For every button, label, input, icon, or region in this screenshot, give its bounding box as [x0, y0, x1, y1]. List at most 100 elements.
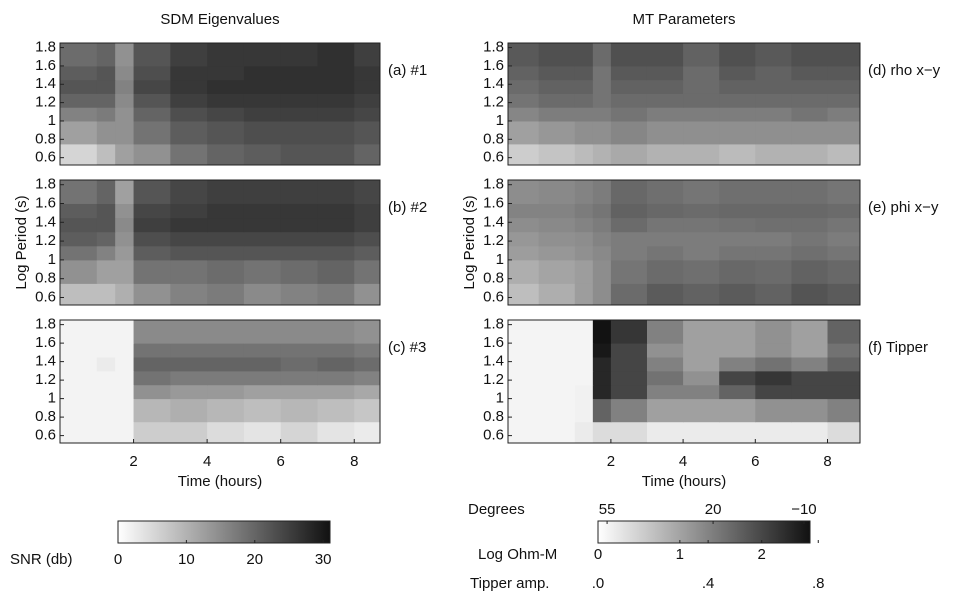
heat-cell — [646, 370, 684, 386]
heat-cell — [96, 43, 116, 67]
heat-cell — [574, 398, 594, 423]
colorbar-tick-label: 0 — [594, 546, 602, 563]
colorbar-tick-label: .8 — [812, 575, 825, 592]
heat-cell — [755, 398, 792, 423]
heat-cell — [755, 259, 792, 284]
heat-cell — [755, 203, 792, 219]
heat-cell — [60, 370, 98, 386]
heat-cell — [280, 217, 318, 233]
y-tick-label: 1.2 — [35, 232, 56, 249]
heat-cell — [280, 231, 318, 247]
heat-cell — [574, 421, 594, 444]
heat-cell — [243, 370, 282, 386]
heat-cell — [610, 320, 648, 344]
heat-cell — [96, 107, 116, 122]
heat-cell — [508, 231, 540, 247]
panel-frame — [507, 319, 861, 444]
heat-cell — [508, 143, 540, 166]
heat-cell — [592, 107, 612, 122]
heat-cell — [354, 245, 381, 261]
heat-cell — [508, 245, 540, 261]
heat-cell — [592, 79, 612, 94]
heat-cell — [170, 398, 208, 423]
heat-cell — [115, 79, 135, 94]
heat-cell — [115, 143, 135, 166]
heat-cell — [243, 343, 282, 358]
heat-cell — [133, 180, 171, 204]
heat-cell — [354, 343, 381, 358]
heat-cell — [610, 43, 648, 67]
heat-cell — [354, 320, 381, 344]
heat-cell — [827, 43, 861, 67]
heat-cell — [317, 120, 355, 145]
heat-cell — [60, 245, 98, 261]
heat-cell — [115, 384, 135, 400]
heat-cell — [207, 343, 245, 358]
heat-cell — [60, 180, 98, 204]
heat-cell — [280, 107, 318, 122]
heat-cell — [354, 79, 381, 94]
heat-cell — [719, 259, 756, 284]
heat-cell — [115, 421, 135, 444]
heat-cell — [827, 143, 861, 166]
heat-cell — [646, 283, 684, 306]
heat-cell — [610, 65, 648, 81]
heat-cell — [96, 231, 116, 247]
panel-title: SDM Eigenvalues — [160, 11, 279, 28]
y-tick-label: 1 — [48, 251, 56, 268]
heat-cell — [538, 217, 576, 233]
heat-cell — [508, 398, 540, 423]
heat-cell — [280, 180, 318, 204]
x-axis-label: Time (hours) — [178, 473, 262, 490]
heat-cell — [574, 143, 594, 166]
heat-cell — [683, 43, 720, 67]
colorbar-tick-label: 0 — [114, 551, 122, 568]
x-tick-label: 2 — [129, 453, 137, 470]
heat-cell — [538, 259, 576, 284]
heat-cell — [827, 231, 861, 247]
heat-cell — [719, 79, 756, 94]
colorbar-tick-label: .4 — [702, 575, 715, 592]
heat-cell — [508, 370, 540, 386]
heat-cell — [115, 203, 135, 219]
heat-cell — [755, 356, 792, 372]
heat-cell — [574, 320, 594, 344]
heat-cell — [592, 143, 612, 166]
heat-cell — [508, 203, 540, 219]
y-tick-label: 1 — [496, 112, 504, 129]
heat-cell — [538, 398, 576, 423]
heat-cell — [791, 343, 829, 358]
heat-cell — [538, 93, 576, 108]
heat-cell — [243, 79, 282, 94]
heat-cell — [574, 356, 594, 372]
heat-cell — [610, 370, 648, 386]
heat-cell — [592, 65, 612, 81]
heat-cell — [791, 65, 829, 81]
heat-cell — [170, 245, 208, 261]
heat-cell — [610, 343, 648, 358]
heat-cell — [317, 203, 355, 219]
heat-cell — [115, 343, 135, 358]
heat-cell — [683, 65, 720, 81]
heat-cell — [280, 65, 318, 81]
y-tick-label: 0.6 — [35, 427, 56, 444]
heat-cell — [243, 320, 282, 344]
heat-cell — [60, 120, 98, 145]
heat-cell — [574, 259, 594, 284]
heat-cell — [170, 231, 208, 247]
heat-cell — [646, 65, 684, 81]
heat-cell — [791, 180, 829, 204]
heat-cell — [592, 259, 612, 284]
heat-cell — [133, 320, 171, 344]
y-tick-label: 0.6 — [35, 149, 56, 166]
heat-cell — [354, 421, 381, 444]
heat-cell — [592, 43, 612, 67]
heat-cell — [646, 421, 684, 444]
heat-cell — [538, 343, 576, 358]
heat-cell — [96, 217, 116, 233]
heat-cell — [683, 259, 720, 284]
y-tick-label: 0.6 — [483, 288, 504, 305]
heat-cell — [243, 180, 282, 204]
heat-cell — [243, 107, 282, 122]
